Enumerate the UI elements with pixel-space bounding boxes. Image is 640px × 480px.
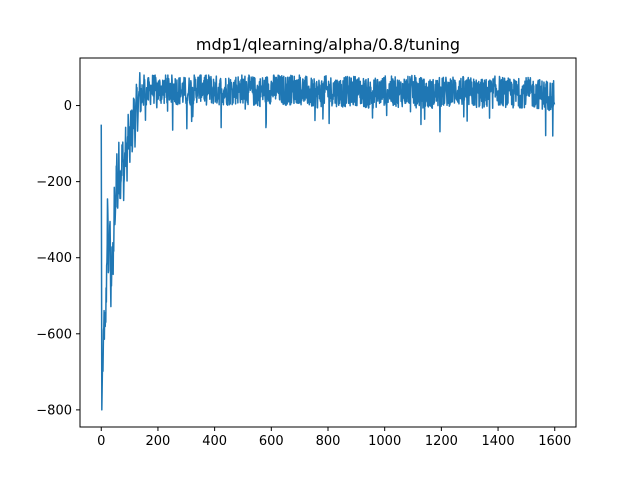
x-tick-label: 400 (202, 434, 227, 449)
y-tick-label: 0 (64, 99, 72, 114)
x-tick-label: 1000 (368, 434, 401, 449)
axes: 0 200 400 600 800 1000 1200 1400 1600 −800 −600 −40… (36, 57, 577, 449)
x-tick-label: 600 (259, 434, 284, 449)
x-tick-label: 1600 (538, 434, 571, 449)
x-tick-label: 1400 (482, 434, 515, 449)
x-tick-label: 0 (97, 434, 105, 449)
y-tick-label: −800 (36, 403, 72, 418)
y-tick-label: −200 (36, 175, 72, 190)
plot-area (100, 72, 556, 411)
chart-title: mdp1/qlearning/alpha/0.8/tuning (196, 35, 460, 54)
y-tick-label: −400 (36, 251, 72, 266)
series-line (100, 72, 556, 411)
x-tick-label: 800 (316, 434, 341, 449)
x-tick-label: 200 (146, 434, 171, 449)
y-tick-label: −600 (36, 327, 72, 342)
x-tick-label: 1200 (425, 434, 458, 449)
